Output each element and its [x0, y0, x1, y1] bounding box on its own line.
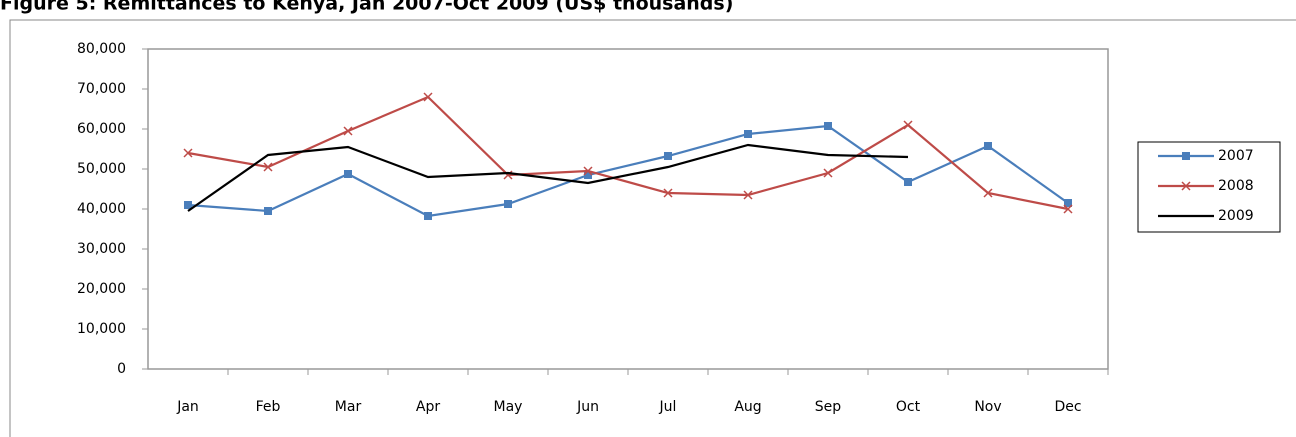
series-line	[187, 143, 909, 212]
marker	[344, 170, 352, 178]
marker	[1182, 152, 1190, 160]
marker	[983, 188, 993, 198]
series-line	[187, 124, 1069, 218]
chart-title: Figure 5: Remittances to Kenya, Jan 2007…	[0, 0, 733, 15]
marker	[183, 148, 193, 158]
x-tick-label: Jul	[659, 399, 677, 415]
marker	[823, 168, 833, 178]
x-tick-label: Nov	[974, 399, 1001, 415]
marker	[264, 207, 272, 215]
legend-label: 2008	[1218, 178, 1254, 194]
x-tick-label: Jun	[576, 399, 599, 415]
y-tick-label: 60,000	[77, 121, 126, 137]
marker	[504, 200, 512, 208]
marker	[903, 120, 913, 130]
y-tick-label: 50,000	[77, 161, 126, 177]
x-tick-label: Dec	[1054, 399, 1081, 415]
y-tick-label: 0	[117, 361, 126, 377]
y-tick-label: 40,000	[77, 201, 126, 217]
series-line	[187, 95, 1069, 211]
marker	[263, 162, 273, 172]
x-tick-label: Mar	[335, 399, 362, 415]
marker	[824, 122, 832, 130]
marker	[663, 188, 673, 198]
marker	[744, 130, 752, 138]
marker	[743, 190, 753, 200]
marker	[1181, 181, 1191, 191]
x-tick-label: Feb	[256, 399, 281, 415]
marker	[584, 171, 592, 179]
marker	[343, 126, 353, 136]
x-tick-label: May	[494, 399, 523, 415]
x-tick-label: Apr	[416, 399, 440, 415]
y-tick-label: 80,000	[77, 41, 126, 57]
marker	[664, 152, 672, 160]
y-tick-label: 20,000	[77, 281, 126, 297]
marker	[1063, 204, 1073, 214]
marker	[1064, 199, 1072, 207]
marker	[583, 166, 593, 176]
chart-border	[9, 19, 1296, 437]
marker	[424, 212, 432, 220]
legend-label: 2007	[1218, 148, 1254, 164]
y-tick-label: 70,000	[77, 81, 126, 97]
marker	[904, 178, 912, 186]
marker	[184, 201, 192, 209]
x-tick-label: Aug	[734, 399, 761, 415]
marker	[423, 92, 433, 102]
x-tick-label: Jan	[176, 399, 199, 415]
legend-label: 2009	[1218, 208, 1254, 224]
marker	[984, 142, 992, 150]
y-tick-label: 30,000	[77, 241, 126, 257]
y-tick-label: 10,000	[77, 321, 126, 337]
x-tick-label: Oct	[896, 399, 921, 415]
plot-area	[147, 48, 1109, 370]
x-tick-label: Sep	[815, 399, 842, 415]
